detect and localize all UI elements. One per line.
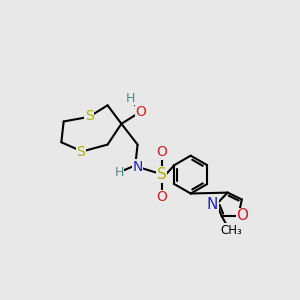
Text: S: S: [85, 109, 93, 123]
Text: O: O: [136, 105, 146, 119]
Text: N: N: [207, 197, 218, 212]
Text: H: H: [114, 166, 124, 179]
Text: H: H: [126, 92, 135, 105]
Text: CH₃: CH₃: [221, 224, 242, 237]
Text: S: S: [157, 167, 167, 182]
Text: N: N: [132, 160, 143, 173]
Text: O: O: [156, 190, 167, 204]
Text: O: O: [236, 208, 248, 224]
Text: S: S: [76, 145, 85, 159]
Text: O: O: [156, 145, 167, 159]
